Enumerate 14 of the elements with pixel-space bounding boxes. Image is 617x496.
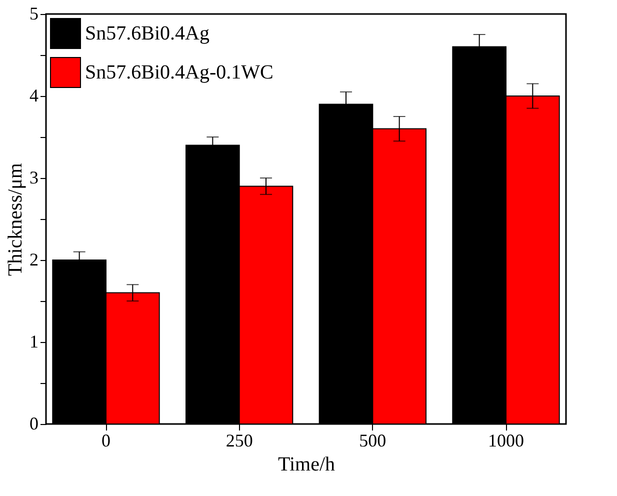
- legend-label: Sn57.6Bi0.4Ag-0.1WC: [85, 62, 274, 84]
- y-tick-label: 1: [30, 332, 38, 352]
- x-tick-label: 500: [359, 430, 386, 450]
- y-tick-label: 4: [30, 86, 38, 106]
- x-tick-label: 0: [102, 430, 110, 450]
- y-tick-label: 3: [30, 168, 38, 188]
- x-axis-title: Time/h: [278, 454, 336, 476]
- legend-label: Sn57.6Bi0.4Ag: [85, 22, 210, 44]
- y-tick-label: 2: [30, 250, 38, 270]
- y-tick-label: 5: [30, 4, 38, 24]
- y-axis-title: Thickness/μm: [4, 162, 26, 276]
- x-tick-label: 1000: [488, 430, 524, 450]
- x-tick-label: 250: [226, 430, 253, 450]
- y-tick-label: 0: [30, 414, 38, 434]
